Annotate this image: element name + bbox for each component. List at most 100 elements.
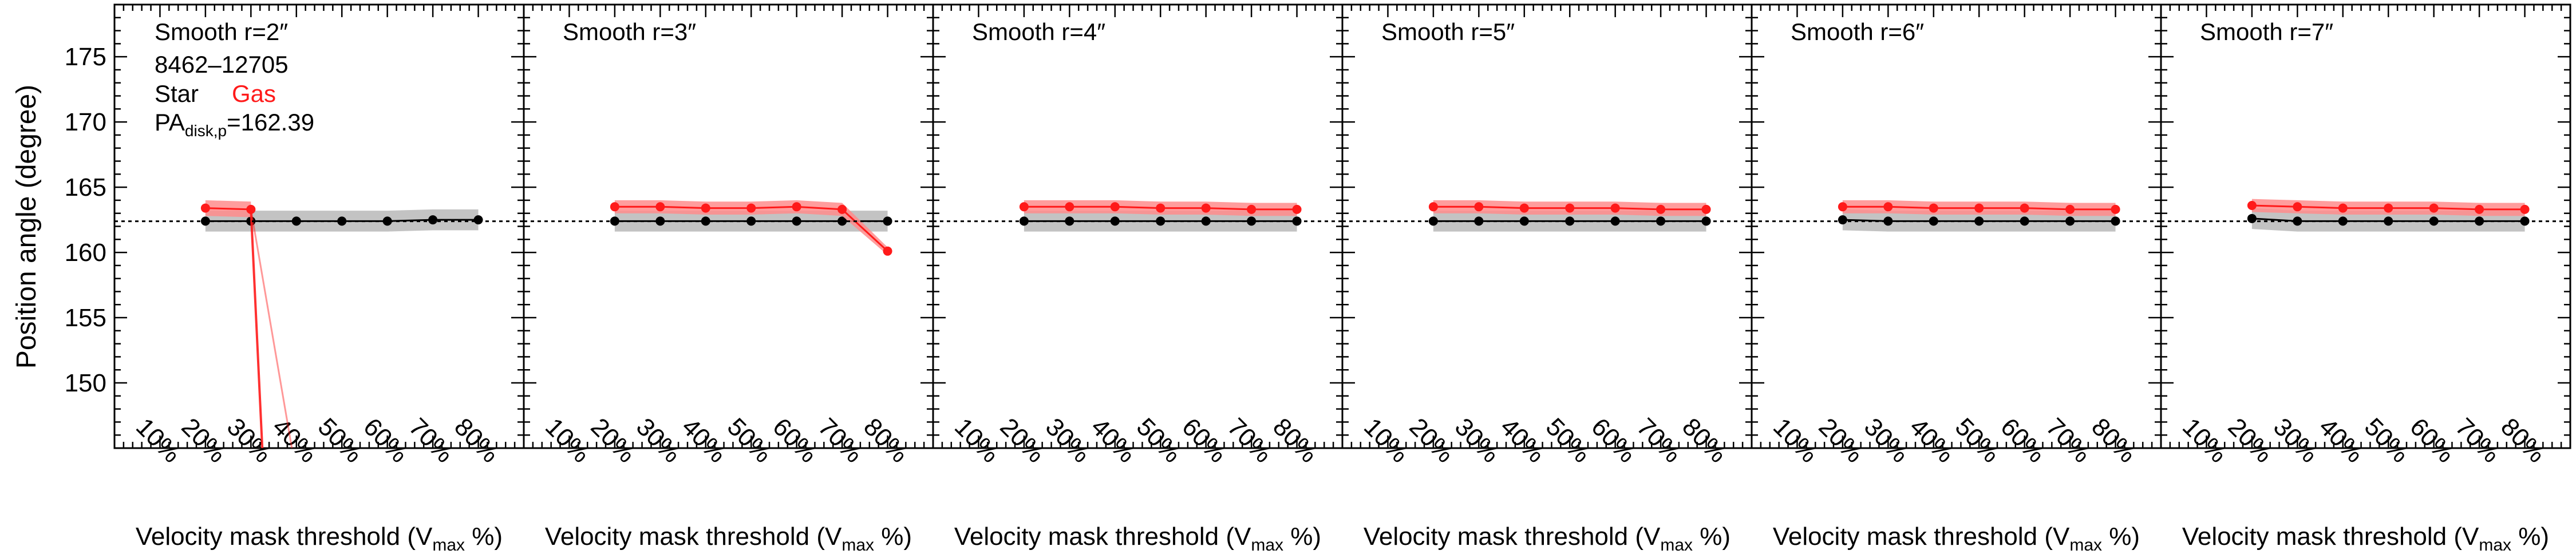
- x-tick-label: 10%: [1768, 413, 1823, 468]
- x-tick-label: 40%: [1904, 413, 1959, 468]
- x-tick-label: 40%: [676, 413, 732, 468]
- y-tick-label: 175: [65, 43, 106, 71]
- gas-point: [1838, 202, 1847, 212]
- x-tick-label: 60%: [1995, 413, 2050, 468]
- plot-area: [200, 200, 483, 448]
- x-tick-label: 40%: [267, 413, 322, 468]
- x-tick-label: 70%: [1631, 413, 1687, 468]
- x-tick-label: 60%: [358, 413, 413, 468]
- gas-point: [2384, 203, 2393, 213]
- y-tick-label: 170: [65, 108, 106, 136]
- pa-disk-annotation: PAdisk,p=162.39: [155, 109, 314, 140]
- x-tick-label: 10%: [949, 413, 1005, 468]
- y-tick-label: 160: [65, 239, 106, 267]
- star-point: [382, 216, 392, 226]
- x-tick-label: 10%: [1358, 413, 1414, 468]
- panel-1: 15015516016517017510%20%30%40%50%60%70%8…: [65, 3, 525, 555]
- pa-value-label: =162.39: [227, 109, 314, 136]
- x-tick-label: 30%: [1449, 413, 1505, 468]
- gas-point: [1883, 202, 1893, 212]
- plot-area: [1428, 200, 1711, 232]
- gas-point: [1156, 203, 1165, 213]
- gas-point: [1974, 203, 1984, 213]
- legend-gas-label: Gas: [232, 80, 276, 107]
- star-point: [883, 216, 892, 226]
- x-tick-label: 20%: [586, 413, 641, 468]
- gas-point: [883, 246, 892, 256]
- x-tick-label: 60%: [1176, 413, 1232, 468]
- x-tick-label: 40%: [1085, 413, 1141, 468]
- panel-3: 10%20%30%40%50%60%70%80% Smooth r=4″ Veloc…: [932, 3, 1344, 555]
- x-tick-label: 60%: [1586, 413, 1641, 468]
- panel-title: Smooth r=5″: [1381, 18, 1515, 45]
- x-tick-label: 70%: [813, 413, 868, 468]
- panel-title: Smooth r=4″: [972, 18, 1105, 45]
- gas-point: [655, 202, 665, 212]
- star-point: [1292, 216, 1302, 226]
- info-box: 8462–12705 Star Gas PAdisk,p=162.39: [155, 51, 314, 140]
- x-tick-label: 70%: [2450, 413, 2506, 468]
- gas-point: [1110, 202, 1120, 212]
- x-tick-label: 10%: [131, 413, 186, 468]
- star-point: [1883, 216, 1893, 226]
- x-tick-label: 30%: [631, 413, 686, 468]
- x-tick-label: 50%: [1950, 413, 2005, 468]
- gas-drop-line: [250, 209, 293, 448]
- gas-point: [1065, 202, 1074, 212]
- x-tick-label: 10%: [2177, 413, 2233, 468]
- star-point: [2520, 216, 2530, 226]
- x-tick-label: 60%: [767, 413, 823, 468]
- gas-point: [792, 202, 801, 212]
- galaxy-id-label: 8462–12705: [155, 51, 289, 78]
- x-axis-label: Velocity mask threshold (Vmax %): [2182, 523, 2549, 555]
- x-tick-label: 50%: [2359, 413, 2415, 468]
- gas-point: [2293, 202, 2302, 212]
- star-point: [473, 215, 483, 225]
- panel-title: Smooth r=6″: [1791, 18, 1924, 45]
- x-tick-label: 10%: [540, 413, 595, 468]
- panel-5: 10%20%30%40%50%60%70%80% Smooth r=6″ Veloc…: [1751, 3, 2162, 555]
- x-axis-label: Velocity mask threshold (Vmax %): [1364, 523, 1730, 555]
- x-tick-label: 80%: [858, 413, 914, 468]
- gas-point: [2020, 203, 2029, 213]
- star-point: [2293, 216, 2302, 226]
- x-tick-label: 20%: [1814, 413, 1869, 468]
- gas-point: [2338, 203, 2348, 213]
- x-tick-label: 30%: [1040, 413, 1096, 468]
- gas-point: [1519, 203, 1529, 213]
- star-point: [655, 216, 665, 226]
- x-tick-label: 60%: [2404, 413, 2460, 468]
- x-axis-label: Velocity mask threshold (Vmax %): [954, 523, 1321, 555]
- x-tick-label: 80%: [2495, 413, 2551, 468]
- x-tick-label: 40%: [1495, 413, 1550, 468]
- panel-4: 10%20%30%40%50%60%70%80% Smooth r=5″ Veloc…: [1341, 3, 1753, 555]
- gas-point: [1019, 202, 1029, 212]
- x-tick-label: 30%: [2268, 413, 2324, 468]
- pa-subscript: disk,p: [185, 122, 227, 140]
- gas-point: [1565, 203, 1575, 213]
- y-axis-label: Position angle (degree): [11, 85, 42, 369]
- panel-6: 10%20%30%40%50%60%70%80% Smooth r=7″ Veloc…: [2160, 3, 2571, 555]
- x-tick-label: 70%: [1222, 413, 1278, 468]
- gas-point: [2065, 204, 2075, 214]
- x-axis-label: Velocity mask threshold (Vmax %): [1773, 523, 2140, 555]
- x-tick-label: 50%: [1131, 413, 1187, 468]
- star-point: [1610, 216, 1620, 226]
- gas-point: [1929, 203, 1938, 213]
- chart-panels: 15015516016517017510%20%30%40%50%60%70%8…: [65, 3, 2571, 555]
- star-point: [1201, 216, 1211, 226]
- star-point: [2111, 216, 2120, 226]
- star-point: [2247, 213, 2257, 223]
- panel-title: Smooth r=2″: [155, 18, 288, 45]
- panel-title: Smooth r=3″: [563, 18, 696, 45]
- legend-star-label: Star: [155, 80, 199, 107]
- x-tick-label: 80%: [449, 413, 504, 468]
- gas-point: [200, 203, 210, 213]
- gas-point: [1247, 204, 1257, 214]
- gas-point: [1428, 202, 1438, 212]
- gas-point: [1610, 203, 1620, 213]
- x-tick-label: 30%: [1859, 413, 1914, 468]
- x-tick-label: 80%: [1677, 413, 1732, 468]
- x-axis-label: Velocity mask threshold (Vmax %): [136, 523, 503, 555]
